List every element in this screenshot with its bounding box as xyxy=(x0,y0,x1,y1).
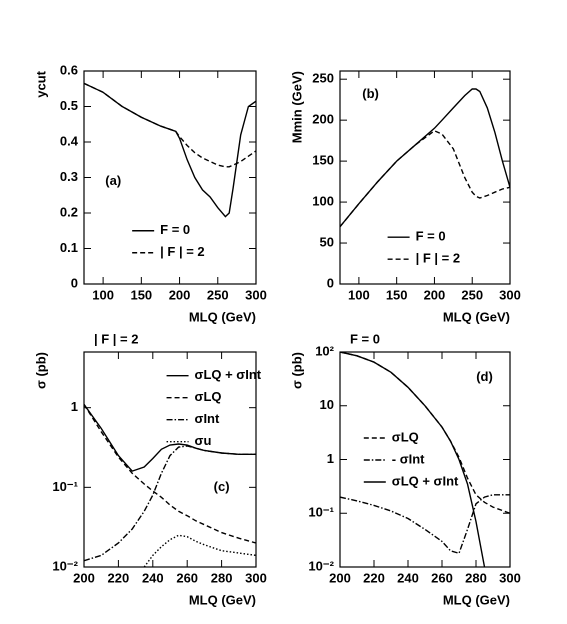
y-tick-label: 0 xyxy=(71,275,78,290)
series-line xyxy=(340,352,486,567)
x-tick-label: 220 xyxy=(108,570,130,585)
panel: 200 220 240 260 280 300 10⁻² 10⁻¹ 1 σLQ + σInt σLQ… xyxy=(33,331,266,607)
legend-label: - σInt xyxy=(392,451,425,466)
x-tick-label: 220 xyxy=(363,570,385,585)
y-tick-label: 0.6 xyxy=(60,62,78,77)
y-tick-label: 10⁻¹ xyxy=(308,505,334,520)
panel-title: | F | = 2 xyxy=(94,331,138,346)
panel: 100 150 200 250 300 0 0.1 0.2 0.3 0.4 0.5 0.6 F = 0 |… xyxy=(33,62,266,324)
plot-frame xyxy=(339,351,511,568)
y-tick-label: 0.3 xyxy=(60,169,78,184)
series-line xyxy=(84,403,256,472)
x-tick-label: 150 xyxy=(386,287,408,302)
panel: 100 150 200 250 300 0 50 100 150 200 250 F = 0 | F |… xyxy=(289,70,521,324)
legend-label: σInt xyxy=(195,411,220,426)
y-tick-label: 150 xyxy=(312,153,334,168)
series-line xyxy=(84,445,256,562)
y-tick-label: 250 xyxy=(312,71,334,86)
x-axis-label: MLQ (GeV) xyxy=(443,592,510,607)
panel-label: (a) xyxy=(105,173,121,188)
y-axis-label: σ (pb) xyxy=(289,352,304,389)
x-tick-label: 100 xyxy=(92,287,114,302)
series-line xyxy=(143,534,256,567)
y-tick-label: 10⁻² xyxy=(52,558,78,573)
y-tick-label: 10⁻¹ xyxy=(52,479,78,494)
panel-label: (c) xyxy=(214,479,230,494)
legend-label: σLQ + σInt xyxy=(195,367,262,382)
legend-label: σu xyxy=(195,433,212,448)
panel: 200 220 240 260 280 300 10⁻² 10⁻¹ 1 10 10² σLQ - σIn… xyxy=(289,331,520,607)
y-tick-label: 10⁻² xyxy=(308,558,334,573)
y-tick-label: 0.4 xyxy=(60,133,79,148)
panel-label: (d) xyxy=(476,369,493,384)
y-axis-label: Mmin (GeV) xyxy=(289,71,304,143)
x-tick-label: 200 xyxy=(73,570,95,585)
legend-label: | F | = 2 xyxy=(160,244,204,259)
x-tick-label: 260 xyxy=(431,570,453,585)
x-axis-label: MLQ (GeV) xyxy=(189,309,256,324)
x-tick-label: 280 xyxy=(211,570,233,585)
x-tick-label: 150 xyxy=(130,287,152,302)
x-tick-label: 200 xyxy=(169,287,191,302)
x-tick-label: 240 xyxy=(397,570,419,585)
x-tick-label: 280 xyxy=(465,570,487,585)
x-tick-label: 200 xyxy=(424,287,446,302)
y-tick-label: 0 xyxy=(327,275,334,290)
series-line xyxy=(84,82,256,218)
x-tick-label: 260 xyxy=(176,570,198,585)
y-tick-label: 1 xyxy=(71,399,78,414)
legend-label: | F | = 2 xyxy=(416,251,460,266)
y-axis-label: ycut xyxy=(33,70,48,97)
plot-frame xyxy=(83,351,257,568)
y-tick-label: 1 xyxy=(327,451,334,466)
series-line xyxy=(340,129,510,228)
y-tick-label: 0.5 xyxy=(60,98,78,113)
x-tick-label: 200 xyxy=(329,570,351,585)
x-tick-label: 240 xyxy=(142,570,164,585)
x-axis-label: MLQ (GeV) xyxy=(189,592,256,607)
legend-label: F = 0 xyxy=(416,229,446,244)
x-tick-label: 250 xyxy=(207,287,229,302)
x-tick-label: 250 xyxy=(461,287,483,302)
x-tick-label: 100 xyxy=(348,287,370,302)
series-line xyxy=(84,404,256,544)
y-tick-label: 50 xyxy=(320,234,334,249)
legend-label: σLQ + σInt xyxy=(392,473,459,488)
legend-label: σLQ xyxy=(195,389,222,404)
y-tick-label: 0.1 xyxy=(60,240,78,255)
y-tick-label: 10 xyxy=(320,397,334,412)
x-tick-label: 300 xyxy=(245,570,267,585)
y-tick-label: 0.2 xyxy=(60,204,78,219)
panel-label: (b) xyxy=(362,86,379,101)
x-tick-label: 300 xyxy=(245,287,267,302)
series-line xyxy=(84,82,256,168)
x-tick-label: 300 xyxy=(499,570,521,585)
y-tick-label: 200 xyxy=(312,112,334,127)
y-axis-label: σ (pb) xyxy=(33,352,48,389)
series-line xyxy=(340,494,510,555)
panel-title: F = 0 xyxy=(350,331,380,346)
x-axis-label: MLQ (GeV) xyxy=(443,309,510,324)
legend-label: σLQ xyxy=(392,429,419,444)
x-tick-label: 300 xyxy=(499,287,521,302)
series-line xyxy=(340,88,510,228)
legend-label: F = 0 xyxy=(160,222,190,237)
y-tick-label: 100 xyxy=(312,194,334,209)
plot-frame xyxy=(339,70,511,285)
y-tick-label: 10² xyxy=(315,343,334,358)
plot-frame xyxy=(83,70,257,285)
